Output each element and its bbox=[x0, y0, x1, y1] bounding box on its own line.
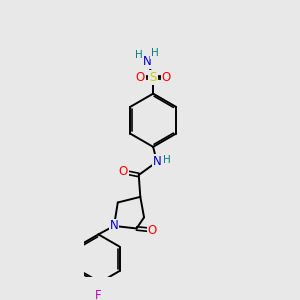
Text: O: O bbox=[135, 71, 145, 84]
Text: H: H bbox=[135, 50, 142, 60]
Text: N: N bbox=[143, 55, 152, 68]
Text: H: H bbox=[163, 155, 171, 165]
Text: N: N bbox=[110, 220, 118, 232]
Text: O: O bbox=[148, 224, 157, 236]
Text: O: O bbox=[162, 71, 171, 84]
Text: H: H bbox=[151, 48, 158, 58]
Text: O: O bbox=[118, 165, 128, 178]
Text: N: N bbox=[152, 155, 161, 168]
Text: S: S bbox=[149, 71, 157, 84]
Text: F: F bbox=[95, 289, 102, 300]
